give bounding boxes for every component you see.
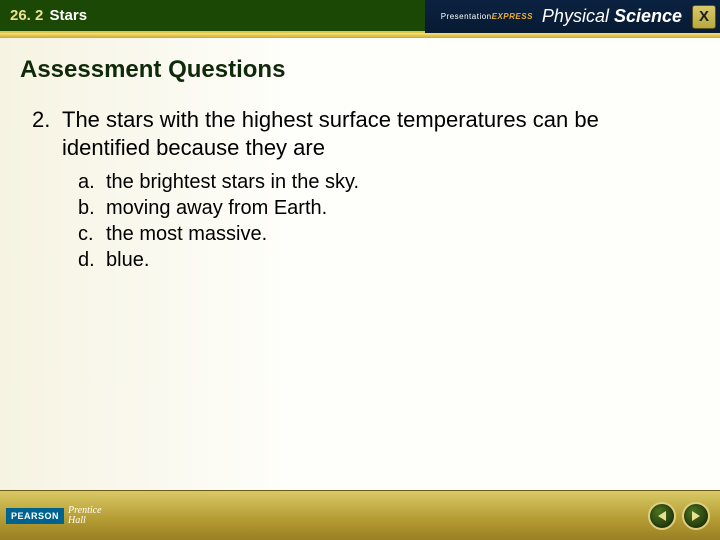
slide-content: Assessment Questions 2. The stars with t… bbox=[0, 38, 720, 490]
section-name: Stars bbox=[50, 7, 88, 24]
section-banner: 26. 2 Stars bbox=[0, 0, 425, 33]
question-number: 2. bbox=[32, 106, 62, 161]
pearson-label: PEARSON bbox=[6, 508, 64, 524]
close-button[interactable]: X bbox=[692, 5, 716, 29]
subject-prefix: Physical bbox=[542, 6, 609, 26]
answer-letter: d. bbox=[78, 247, 106, 273]
answer-option: a. the brightest stars in the sky. bbox=[78, 169, 692, 195]
header-bar: 26. 2 Stars PresentationEXPRESS Physical… bbox=[0, 0, 720, 33]
answer-text: the brightest stars in the sky. bbox=[106, 169, 359, 195]
footer-bar: PEARSON Prentice Hall bbox=[0, 490, 720, 540]
answer-option: d. blue. bbox=[78, 247, 692, 273]
nav-button-group bbox=[648, 502, 710, 530]
triangle-left-icon bbox=[657, 510, 667, 522]
answer-letter: a. bbox=[78, 169, 106, 195]
section-number: 26. 2 bbox=[10, 7, 43, 24]
slide-heading: Assessment Questions bbox=[20, 56, 692, 84]
answer-option: c. the most massive. bbox=[78, 221, 692, 247]
triangle-right-icon bbox=[691, 510, 701, 522]
answer-letter: c. bbox=[78, 221, 106, 247]
close-icon: X bbox=[699, 8, 709, 25]
publisher-logo: PEARSON Prentice Hall bbox=[6, 506, 102, 526]
next-button[interactable] bbox=[682, 502, 710, 530]
answer-text: moving away from Earth. bbox=[106, 195, 327, 221]
presentation-express-logo: PresentationEXPRESS bbox=[441, 13, 533, 21]
answer-list: a. the brightest stars in the sky. b. mo… bbox=[78, 169, 692, 273]
question-block: 2. The stars with the highest surface te… bbox=[32, 106, 692, 161]
answer-option: b. moving away from Earth. bbox=[78, 195, 692, 221]
subject-title: Physical Science bbox=[542, 6, 682, 27]
presentation-label: PresentationEXPRESS bbox=[441, 13, 533, 21]
prev-button[interactable] bbox=[648, 502, 676, 530]
answer-text: the most massive. bbox=[106, 221, 267, 247]
subject-main: Science bbox=[609, 6, 682, 26]
brand-banner: PresentationEXPRESS Physical Science X bbox=[425, 0, 720, 33]
answer-letter: b. bbox=[78, 195, 106, 221]
question-text: The stars with the highest surface tempe… bbox=[62, 106, 692, 161]
section-title: 26. 2 Stars bbox=[10, 7, 87, 24]
prentice-hall-label: Prentice Hall bbox=[68, 506, 102, 526]
answer-text: blue. bbox=[106, 247, 149, 273]
